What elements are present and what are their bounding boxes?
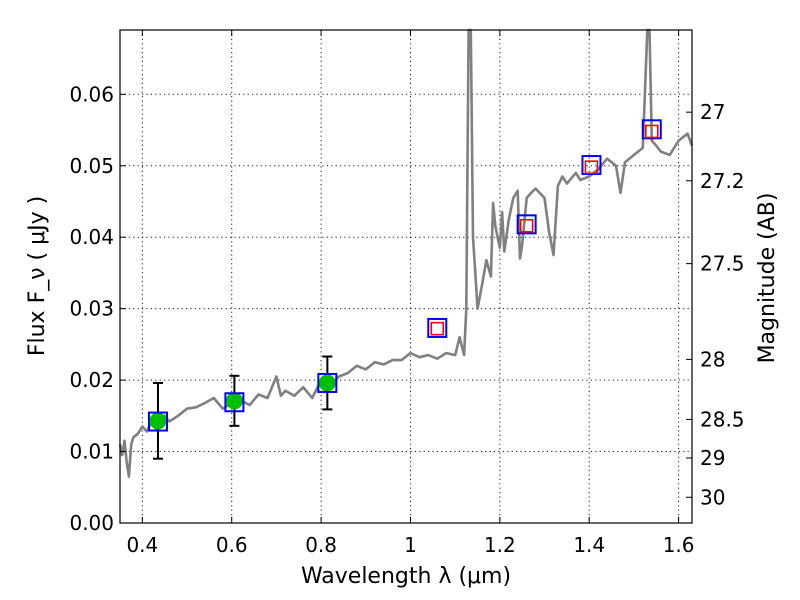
model-flux-box — [147, 411, 168, 432]
y2-tick-label: 28.5 — [700, 407, 745, 431]
x-tick-label: 1.2 — [484, 533, 516, 557]
y-tick-label: 0.02 — [69, 368, 114, 392]
tick-layer — [120, 30, 692, 524]
tick-label-layer: 0.4 0.6 0.8 1 1.2 1.4 1.6 0.00 0.01 0.02 0.03 0.04 0… — [69, 82, 744, 557]
y-tick-label: 0.05 — [69, 154, 114, 178]
sed-line — [118, 28, 694, 478]
model-flux-box — [224, 392, 245, 413]
y2-tick-label: 27 — [700, 100, 725, 124]
observed-flux-box — [644, 124, 659, 139]
y-tick-label: 0.04 — [69, 225, 114, 249]
x-axis-label: Wavelength λ (μm) — [301, 564, 511, 589]
y-tick-label: 0.00 — [69, 511, 114, 535]
detection-point — [318, 374, 336, 392]
x-tick-label: 0.4 — [126, 533, 158, 557]
observed-flux-box — [519, 218, 534, 233]
model-flux-box — [317, 372, 338, 393]
y2-tick-label: 27.2 — [700, 169, 745, 193]
y-axis-label: Flux F_ν ( μJy ) — [25, 196, 50, 356]
observed-flux-box — [430, 321, 445, 336]
y2-tick-label: 27.5 — [700, 252, 745, 276]
x-tick-label: 1.6 — [663, 533, 695, 557]
plot-frame — [119, 29, 693, 524]
y-tick-label: 0.06 — [69, 82, 114, 106]
model-flux-box — [516, 214, 537, 235]
x-tick-label: 1.4 — [573, 533, 605, 557]
sed-curve-layer — [118, 28, 694, 478]
detection-point — [149, 412, 167, 430]
x-tick-label: 0.6 — [216, 533, 248, 557]
y2-tick-label: 29 — [700, 446, 725, 470]
y-tick-label: 0.01 — [69, 440, 114, 464]
x-tick-label: 0.8 — [305, 533, 337, 557]
y2-tick-label: 30 — [700, 485, 725, 509]
x-tick-label: 1 — [404, 533, 417, 557]
secondary-y-axis-label: Magnitude (AB) — [755, 193, 780, 364]
grid-lines — [120, 30, 692, 524]
observed-flux-box — [584, 160, 599, 174]
model-flux-box — [427, 317, 448, 338]
y-tick-label: 0.03 — [69, 297, 114, 321]
y2-tick-label: 28 — [700, 347, 725, 371]
model-flux-box — [581, 155, 602, 176]
detection-point — [225, 392, 243, 410]
model-flux-box — [641, 119, 662, 140]
marker-layer — [147, 119, 662, 432]
